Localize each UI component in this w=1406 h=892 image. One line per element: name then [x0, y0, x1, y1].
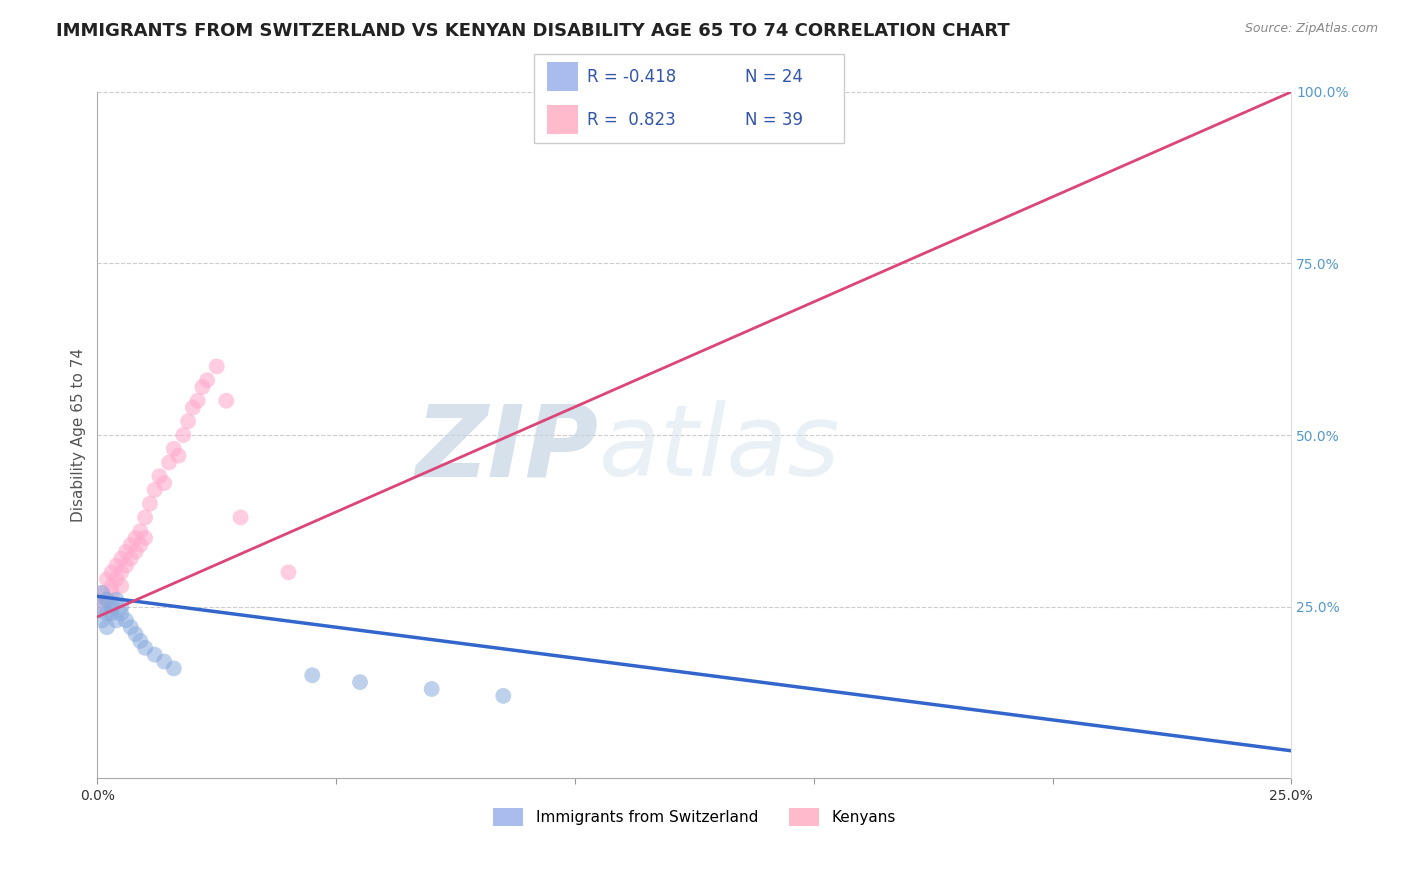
- Point: [120, 551, 142, 566]
- Point: [124, 627, 146, 641]
- Point: [105, 592, 128, 607]
- Text: IMMIGRANTS FROM SWITZERLAND VS KENYAN DISABILITY AGE 65 TO 74 CORRELATION CHART: IMMIGRANTS FROM SWITZERLAND VS KENYAN DI…: [56, 22, 1010, 40]
- Point: [195, 373, 218, 387]
- Point: [134, 531, 156, 545]
- Point: [187, 393, 209, 408]
- Point: [139, 497, 162, 511]
- Bar: [547, 105, 578, 134]
- Text: R = -0.418: R = -0.418: [586, 68, 676, 86]
- Point: [100, 607, 122, 621]
- FancyBboxPatch shape: [534, 54, 844, 143]
- Point: [163, 661, 186, 675]
- Point: [105, 613, 128, 627]
- Point: [96, 572, 118, 586]
- Point: [110, 566, 132, 580]
- Bar: [547, 62, 578, 91]
- Point: [157, 455, 180, 469]
- Point: [134, 640, 156, 655]
- Point: [172, 428, 194, 442]
- Point: [129, 538, 152, 552]
- Text: ZIP: ZIP: [416, 401, 599, 497]
- Point: [191, 380, 214, 394]
- Point: [110, 579, 132, 593]
- Point: [96, 592, 118, 607]
- Point: [100, 566, 122, 580]
- Point: [181, 401, 204, 415]
- Point: [349, 675, 371, 690]
- Text: Source: ZipAtlas.com: Source: ZipAtlas.com: [1244, 22, 1378, 36]
- Point: [100, 599, 122, 614]
- Point: [148, 469, 170, 483]
- Text: N = 24: N = 24: [745, 68, 803, 86]
- Point: [143, 648, 166, 662]
- Point: [167, 449, 190, 463]
- Y-axis label: Disability Age 65 to 74: Disability Age 65 to 74: [72, 348, 86, 522]
- Point: [110, 607, 132, 621]
- Point: [115, 613, 138, 627]
- Legend: Immigrants from Switzerland, Kenyans: Immigrants from Switzerland, Kenyans: [486, 802, 901, 832]
- Point: [91, 599, 114, 614]
- Text: N = 39: N = 39: [745, 111, 803, 128]
- Point: [91, 586, 114, 600]
- Point: [100, 586, 122, 600]
- Point: [301, 668, 323, 682]
- Point: [96, 607, 118, 621]
- Point: [115, 545, 138, 559]
- Point: [277, 566, 299, 580]
- Point: [129, 634, 152, 648]
- Point: [105, 558, 128, 573]
- Point: [110, 551, 132, 566]
- Point: [120, 538, 142, 552]
- Point: [143, 483, 166, 497]
- Point: [134, 510, 156, 524]
- Point: [129, 524, 152, 538]
- Point: [229, 510, 252, 524]
- Text: R =  0.823: R = 0.823: [586, 111, 676, 128]
- Point: [153, 476, 176, 491]
- Point: [492, 689, 515, 703]
- Point: [420, 681, 443, 696]
- Point: [91, 586, 114, 600]
- Point: [153, 655, 176, 669]
- Point: [100, 579, 122, 593]
- Point: [205, 359, 228, 374]
- Point: [124, 545, 146, 559]
- Point: [163, 442, 186, 456]
- Point: [120, 620, 142, 634]
- Point: [115, 558, 138, 573]
- Point: [110, 599, 132, 614]
- Point: [96, 620, 118, 634]
- Point: [91, 613, 114, 627]
- Point: [96, 592, 118, 607]
- Point: [124, 531, 146, 545]
- Point: [91, 599, 114, 614]
- Point: [177, 414, 200, 428]
- Point: [105, 572, 128, 586]
- Point: [215, 393, 238, 408]
- Text: atlas: atlas: [599, 401, 841, 497]
